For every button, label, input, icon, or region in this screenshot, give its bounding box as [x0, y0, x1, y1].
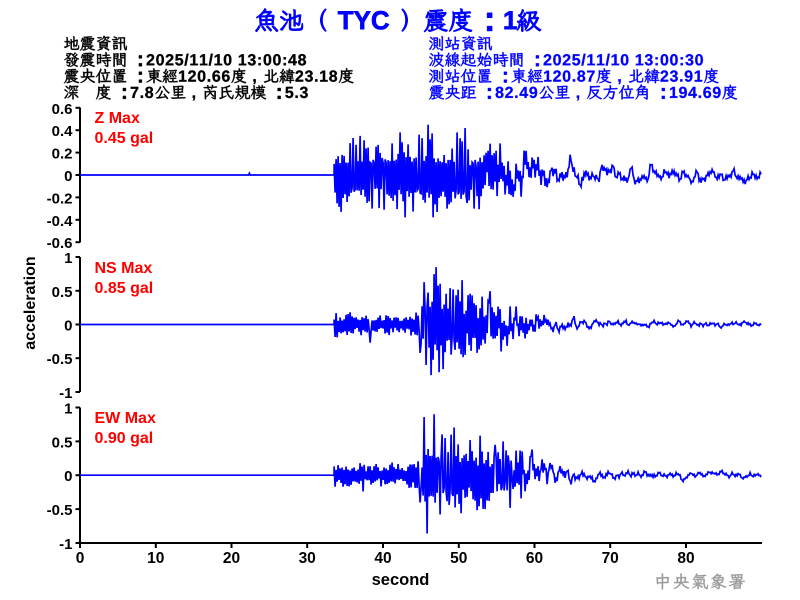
svg-text:20: 20 — [223, 550, 240, 567]
svg-text:0.90 gal: 0.90 gal — [95, 430, 154, 447]
svg-text:80: 80 — [677, 550, 694, 567]
svg-text:0.6: 0.6 — [52, 101, 73, 118]
svg-text:NS Max: NS Max — [95, 260, 153, 277]
svg-text:-0.6: -0.6 — [47, 235, 73, 252]
svg-text:0.45 gal: 0.45 gal — [95, 130, 154, 147]
svg-text:0: 0 — [64, 318, 72, 335]
svg-text:0: 0 — [64, 168, 72, 185]
svg-text:acceleration: acceleration — [22, 256, 39, 349]
svg-text:40: 40 — [374, 550, 391, 567]
svg-text:70: 70 — [602, 550, 619, 567]
svg-text:1: 1 — [64, 250, 72, 267]
svg-text:30: 30 — [299, 550, 316, 567]
svg-text:1: 1 — [64, 401, 72, 418]
svg-text:0.5: 0.5 — [52, 284, 73, 301]
svg-text:-0.5: -0.5 — [47, 502, 73, 519]
svg-text:10: 10 — [147, 550, 164, 567]
svg-text:-0.5: -0.5 — [47, 351, 73, 368]
svg-text:60: 60 — [526, 550, 543, 567]
svg-text:-0.4: -0.4 — [47, 213, 74, 230]
svg-text:0: 0 — [64, 468, 72, 485]
svg-text:50: 50 — [450, 550, 467, 567]
svg-text:0.2: 0.2 — [52, 146, 73, 163]
svg-text:second: second — [372, 571, 430, 589]
svg-text:Z Max: Z Max — [95, 110, 140, 127]
svg-text:0.4: 0.4 — [52, 123, 74, 140]
svg-text:EW Max: EW Max — [95, 410, 156, 427]
svg-text:-1: -1 — [59, 385, 72, 402]
svg-text:0: 0 — [76, 550, 85, 567]
svg-text:0.85 gal: 0.85 gal — [95, 280, 154, 297]
svg-text:-0.2: -0.2 — [47, 190, 73, 207]
svg-text:0.5: 0.5 — [52, 434, 73, 451]
svg-text:-1: -1 — [59, 536, 72, 553]
